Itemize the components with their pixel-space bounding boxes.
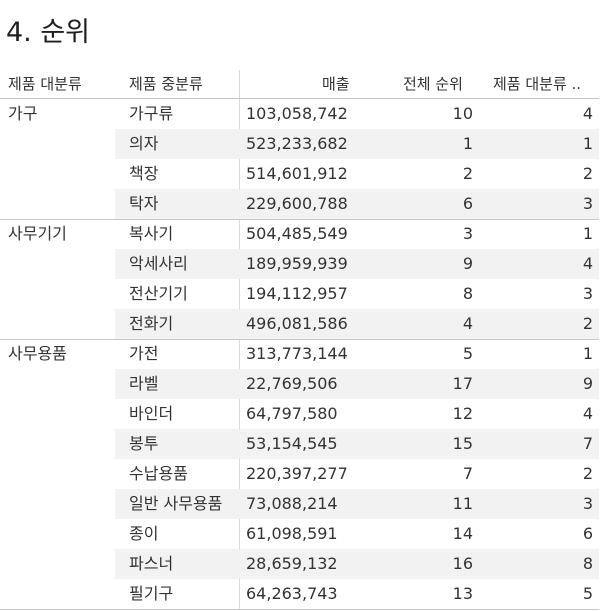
sales-cell: 189,959,939 [246,254,348,273]
table-row[interactable]: 가전 313,773,144 5 1 [115,339,599,369]
overall-rank-cell: 2 [462,164,473,183]
table-header: 제품 대분류 제품 중분류 매출 전체 순위 제품 대분류 .. [0,70,599,99]
sales-cell: 64,263,743 [246,584,338,603]
category-rank-cell: 3 [582,284,593,303]
header-subcategory[interactable]: 제품 중분류 [129,75,203,93]
table-row[interactable]: 책장 514,601,912 2 2 [115,159,599,189]
category-rank-cell: 4 [582,104,593,123]
table-row[interactable]: 복사기 504,485,549 3 1 [115,219,599,249]
category-rank-cell: 7 [582,434,593,453]
category-rank-cell: 5 [582,584,593,603]
header-sales[interactable]: 매출 [322,75,350,93]
overall-rank-cell: 1 [462,134,473,153]
group-separator [0,219,599,220]
table-row[interactable]: 탁자 229,600,788 6 3 [115,189,599,219]
table-row[interactable]: 종이 61,098,591 14 6 [115,519,599,549]
subcategory-cell: 가전 [129,344,159,363]
overall-rank-cell: 11 [452,494,473,513]
subcategory-cell: 전산기기 [129,284,188,303]
subcategory-cell: 악세사리 [129,254,188,273]
subcategory-cell: 의자 [129,134,159,153]
category-rank-cell: 8 [582,554,593,573]
table-row[interactable]: 의자 523,233,682 1 1 [115,129,599,159]
table-row[interactable]: 수납용품 220,397,277 7 2 [115,459,599,489]
subcategory-cell: 필기구 [129,584,174,603]
subcategory-cell: 봉투 [129,434,159,453]
sales-cell: 313,773,144 [246,344,348,363]
category-rank-cell: 2 [582,164,593,183]
category-rank-cell: 6 [582,524,593,543]
sales-cell: 504,485,549 [246,224,348,243]
sales-cell: 61,098,591 [246,524,338,543]
category-label: 사무기기 [8,224,67,243]
subcategory-cell: 라벨 [129,374,159,393]
sales-cell: 523,233,682 [246,134,348,153]
table-bottom-rule [0,609,599,610]
overall-rank-cell: 8 [462,284,473,303]
sales-cell: 28,659,132 [246,554,338,573]
subcategory-cell: 수납용품 [129,464,188,483]
table-row[interactable]: 라벨 22,769,506 17 9 [115,369,599,399]
category-rank-cell: 4 [582,404,593,423]
header-category-rank[interactable]: 제품 대분류 .. [493,75,582,93]
sales-cell: 64,797,580 [246,404,338,423]
overall-rank-cell: 10 [452,104,473,123]
category-rank-cell: 2 [582,314,593,333]
overall-rank-cell: 14 [452,524,473,543]
overall-rank-cell: 9 [462,254,473,273]
overall-rank-cell: 7 [462,464,473,483]
table-row[interactable]: 봉투 53,154,545 15 7 [115,429,599,459]
subcategory-cell: 탁자 [129,194,159,213]
sales-cell: 22,769,506 [246,374,338,393]
subcategory-cell: 바인더 [129,404,174,423]
overall-rank-cell: 13 [452,584,473,603]
sales-cell: 514,601,912 [246,164,348,183]
subcategory-cell: 파스너 [129,554,174,573]
sales-cell: 73,088,214 [246,494,338,513]
overall-rank-cell: 3 [462,224,473,243]
subcategory-cell: 가구류 [129,104,174,123]
category-rank-cell: 1 [582,224,593,243]
sales-cell: 103,058,742 [246,104,348,123]
table-row[interactable]: 가구류 103,058,742 10 4 [115,99,599,129]
overall-rank-cell: 16 [452,554,473,573]
subcategory-cell: 복사기 [129,224,174,243]
header-category[interactable]: 제품 대분류 [8,75,82,93]
table-row[interactable]: 파스너 28,659,132 16 8 [115,549,599,579]
sales-cell: 194,112,957 [246,284,348,303]
subcategory-cell: 전화기 [129,314,174,333]
category-label: 가구 [8,104,38,123]
table-row[interactable]: 일반 사무용품 73,088,214 11 3 [115,489,599,519]
overall-rank-cell: 15 [452,434,473,453]
table-row[interactable]: 전화기 496,081,586 4 2 [115,309,599,339]
overall-rank-cell: 6 [462,194,473,213]
subcategory-cell: 책장 [129,164,159,183]
column-divider [239,70,240,610]
sales-cell: 229,600,788 [246,194,348,213]
table-row[interactable]: 악세사리 189,959,939 9 4 [115,249,599,279]
category-label: 사무용품 [8,344,67,363]
overall-rank-cell: 12 [452,404,473,423]
subcategory-cell: 종이 [129,524,159,543]
category-rank-cell: 1 [582,344,593,363]
sales-cell: 53,154,545 [246,434,338,453]
page-title: 4. 순위 [6,17,91,48]
table-row[interactable]: 필기구 64,263,743 13 5 [115,579,599,609]
overall-rank-cell: 5 [462,344,473,363]
category-rank-cell: 3 [582,494,593,513]
table-row[interactable]: 바인더 64,797,580 12 4 [115,399,599,429]
category-rank-cell: 1 [582,134,593,153]
sales-cell: 220,397,277 [246,464,348,483]
table-row[interactable]: 전산기기 194,112,957 8 3 [115,279,599,309]
subcategory-cell: 일반 사무용품 [129,494,223,513]
header-overall-rank[interactable]: 전체 순위 [403,75,463,93]
group-separator [0,339,599,340]
category-rank-cell: 2 [582,464,593,483]
category-rank-cell: 9 [582,374,593,393]
overall-rank-cell: 17 [452,374,473,393]
overall-rank-cell: 4 [462,314,473,333]
sales-cell: 496,081,586 [246,314,348,333]
category-rank-cell: 4 [582,254,593,273]
category-rank-cell: 3 [582,194,593,213]
